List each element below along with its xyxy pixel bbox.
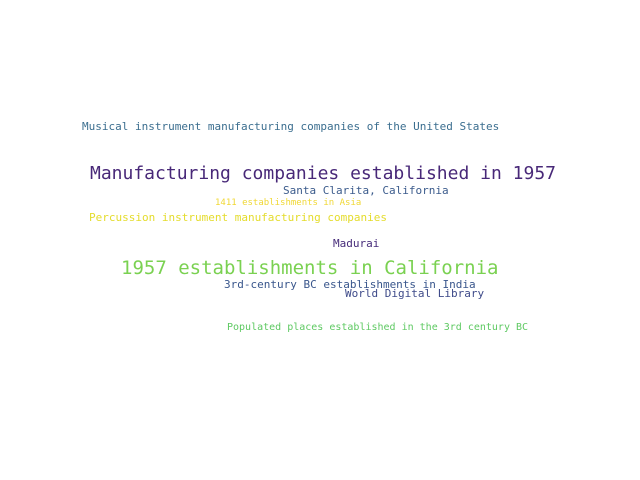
- word-1957-establishments-california: 1957 establishments in California: [121, 257, 499, 279]
- word-percussion-instrument-companies: Percussion instrument manufacturing comp…: [89, 211, 388, 224]
- word-santa-clarita: Santa Clarita, California: [283, 184, 449, 197]
- word-3rd-century-bc-india: 3rd-century BC establishments in India: [224, 278, 476, 291]
- word-musical-instrument-companies-us: Musical instrument manufacturing compani…: [82, 120, 500, 133]
- word-madurai: Madurai: [333, 237, 380, 250]
- word-populated-places-3rd-century-bc: Populated places established in the 3rd …: [227, 322, 529, 333]
- word-1411-establishments-asia: 1411 establishments in Asia: [215, 198, 362, 208]
- word-world-digital-library: World Digital Library: [345, 287, 485, 300]
- word-manufacturing-companies-1957: Manufacturing companies established in 1…: [90, 163, 556, 184]
